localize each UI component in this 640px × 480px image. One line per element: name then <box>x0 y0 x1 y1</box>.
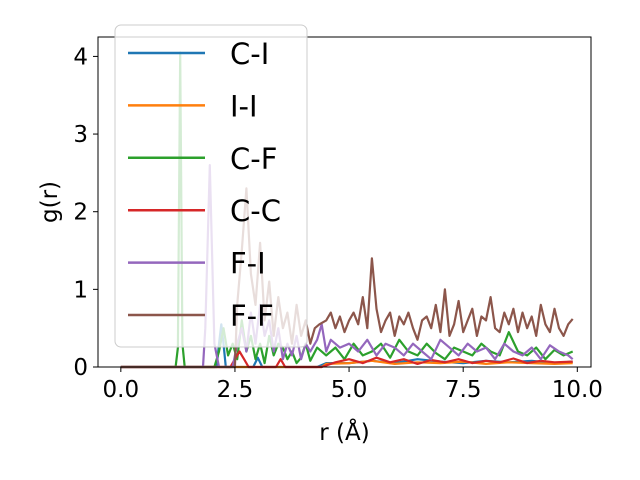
x-tick-label: 5.0 <box>331 377 368 403</box>
legend-label-c-c: C-C <box>230 194 281 228</box>
y-ticks: 0 1 2 3 4 <box>73 44 98 381</box>
legend: C-I I-I C-F C-C F-I F-F <box>114 24 308 348</box>
legend-label-c-i: C-I <box>230 37 269 71</box>
x-tick-label: 2.5 <box>217 377 254 403</box>
y-tick-label: 2 <box>73 200 88 226</box>
legend-box <box>114 24 308 348</box>
plot-frame <box>97 36 592 368</box>
x-axis-label: r (Å) <box>319 418 369 446</box>
y-axis-label: g(r) <box>37 181 63 223</box>
legend-label-i-i: I-I <box>230 89 258 123</box>
series-line-c-c <box>120 350 573 369</box>
x-tick-label: 10.0 <box>552 377 603 403</box>
x-tick-label: 7.5 <box>445 377 482 403</box>
legend-label-f-i: F-I <box>230 247 266 281</box>
x-tick-label: 0.0 <box>103 377 140 403</box>
y-tick-label: 1 <box>73 277 88 303</box>
y-tick-label: 4 <box>73 44 88 70</box>
y-tick-label: 0 <box>73 355 88 381</box>
legend-label-f-f: F-F <box>230 299 274 333</box>
x-ticks: 0.0 2.5 5.0 7.5 10.0 <box>103 367 603 403</box>
y-tick-label: 3 <box>73 122 88 148</box>
legend-label-c-f: C-F <box>230 142 277 176</box>
